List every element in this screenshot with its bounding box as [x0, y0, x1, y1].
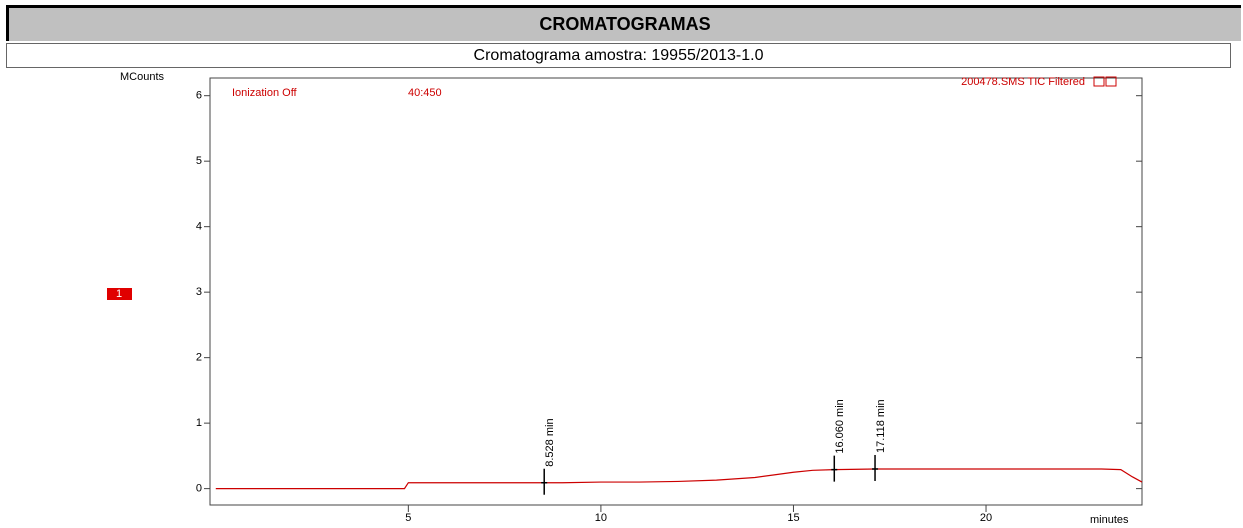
note: 40:450: [408, 87, 442, 99]
y-tick-label: 5: [196, 155, 202, 167]
header-title: CROMATOGRAMAS: [6, 5, 1241, 41]
icon: [1093, 76, 1105, 87]
y-tick-label: 4: [196, 221, 202, 233]
y-tick-label: 2: [196, 352, 202, 364]
icon: [1105, 76, 1117, 87]
legend-label: 200478.SMS TIC Filtered: [961, 76, 1085, 88]
x-tick-label: 20: [980, 512, 992, 524]
x-tick-label: 5: [405, 512, 411, 524]
y-tick-label: 0: [196, 483, 202, 495]
x-tick-label: 10: [595, 512, 607, 524]
x-tick-label: 15: [787, 512, 799, 524]
trace-marker: [107, 288, 132, 300]
peak-label: 16.060 min: [834, 399, 846, 453]
x-axis-label: minutes: [1090, 514, 1129, 526]
y-axis-label: MCounts: [120, 71, 165, 83]
y-tick-label: 3: [196, 286, 202, 298]
note: Ionization Off: [232, 87, 298, 99]
y-tick-label: 1: [196, 417, 202, 429]
y-tick-label: 6: [196, 90, 202, 102]
peak-label: 8.528 min: [544, 418, 556, 466]
header-subtitle: Cromatograma amostra: 19955/2013-1.0: [6, 43, 1231, 68]
data-line: [215, 468, 1143, 490]
peak-label: 17.118 min: [875, 399, 887, 453]
plot-frame: [209, 77, 1143, 506]
trace-marker-label: 1: [116, 288, 122, 300]
